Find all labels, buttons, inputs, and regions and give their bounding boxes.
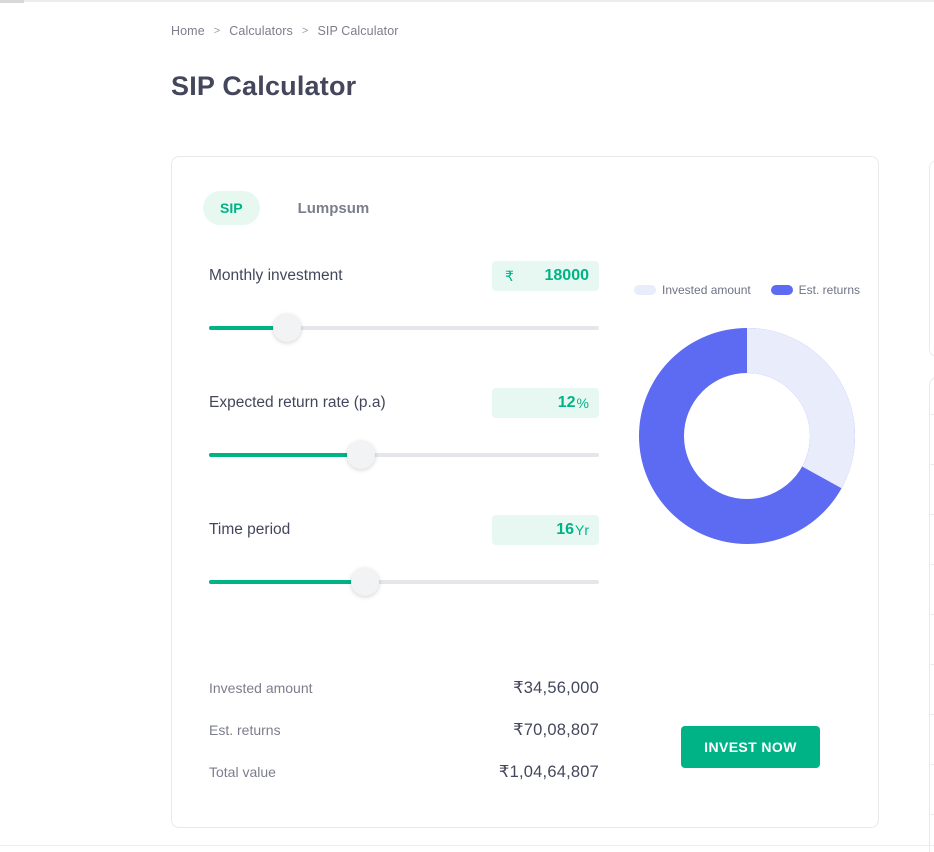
monthly-investment-input[interactable]: ₹ 18000 [492,261,599,291]
percent-unit: % [576,395,589,411]
time-period-label: Time period [209,521,291,538]
monthly-investment-slider[interactable] [209,314,599,342]
time-period-input[interactable]: 16 Yr [492,515,599,545]
breadcrumb-separator: > [213,25,221,37]
time-period-value: 16 [556,521,574,538]
slider-thumb[interactable] [351,568,379,596]
calculator-tabs: SIP Lumpsum [203,191,369,225]
donut-chart [639,328,855,544]
monthly-investment-label: Monthly investment [209,267,343,284]
legend-swatch-invested-icon [634,285,656,295]
breadcrumb-separator: > [301,25,309,37]
slider-thumb[interactable] [273,314,301,342]
return-rate-value: 12 [557,394,576,411]
result-row-returns: Est. returns ₹70,08,807 [209,720,599,740]
adjacent-card-top-sliver [929,160,934,357]
slider-fill [209,453,362,457]
chart-legend: Invested amount Est. returns [634,283,860,297]
rupee-symbol: ₹ [505,267,514,284]
return-rate-row: Expected return rate (p.a) 12 % [209,388,599,418]
monthly-investment-value: 18000 [544,267,590,284]
donut-invested-segment [639,328,855,544]
breadcrumb-current: SIP Calculator [317,24,399,38]
result-label: Est. returns [209,722,281,738]
result-row-total: Total value ₹1,04,64,807 [209,762,599,782]
adjacent-card-list-sliver [929,377,934,852]
legend-invested-label: Invested amount [662,283,751,297]
return-rate-input[interactable]: 12 % [492,388,599,418]
page-title: SIP Calculator [171,71,357,101]
legend-returns: Est. returns [770,283,860,297]
legend-swatch-returns-icon [770,285,793,295]
page-top-divider-accent [0,0,24,3]
tab-lumpsum[interactable]: Lumpsum [297,199,370,217]
return-rate-label: Expected return rate (p.a) [209,394,386,411]
slider-track[interactable] [209,326,599,330]
breadcrumb-link-calculators[interactable]: Calculators [229,24,293,38]
legend-returns-label: Est. returns [798,283,860,297]
page-bottom-divider [0,845,934,846]
breadcrumb: Home > Calculators > SIP Calculator [171,24,399,38]
slider-thumb[interactable] [347,441,376,469]
monthly-investment-row: Monthly investment ₹ 18000 [209,261,599,291]
breadcrumb-link-home[interactable]: Home [171,24,205,38]
slider-fill [209,580,365,584]
result-value: ₹70,08,807 [513,721,599,739]
invest-now-button[interactable]: INVEST NOW [681,726,820,768]
result-value: ₹34,56,000 [513,679,599,697]
return-rate-slider[interactable] [209,441,599,469]
year-unit: Yr [575,522,589,538]
result-label: Invested amount [209,680,313,696]
time-period-slider[interactable] [209,568,599,596]
slider-track[interactable] [209,580,599,584]
sip-calculator-card: SIP Lumpsum Monthly investment ₹ 18000 E… [171,156,879,828]
slider-fill [209,326,287,330]
result-label: Total value [209,764,276,780]
legend-invested: Invested amount [634,283,751,297]
page-top-divider [0,0,934,2]
tab-sip[interactable]: SIP [203,191,260,225]
donut-chart-svg [639,328,855,544]
result-row-invested: Invested amount ₹34,56,000 [209,678,599,698]
time-period-row: Time period 16 Yr [209,515,599,545]
slider-track[interactable] [209,453,599,457]
result-value: ₹1,04,64,807 [498,763,599,781]
